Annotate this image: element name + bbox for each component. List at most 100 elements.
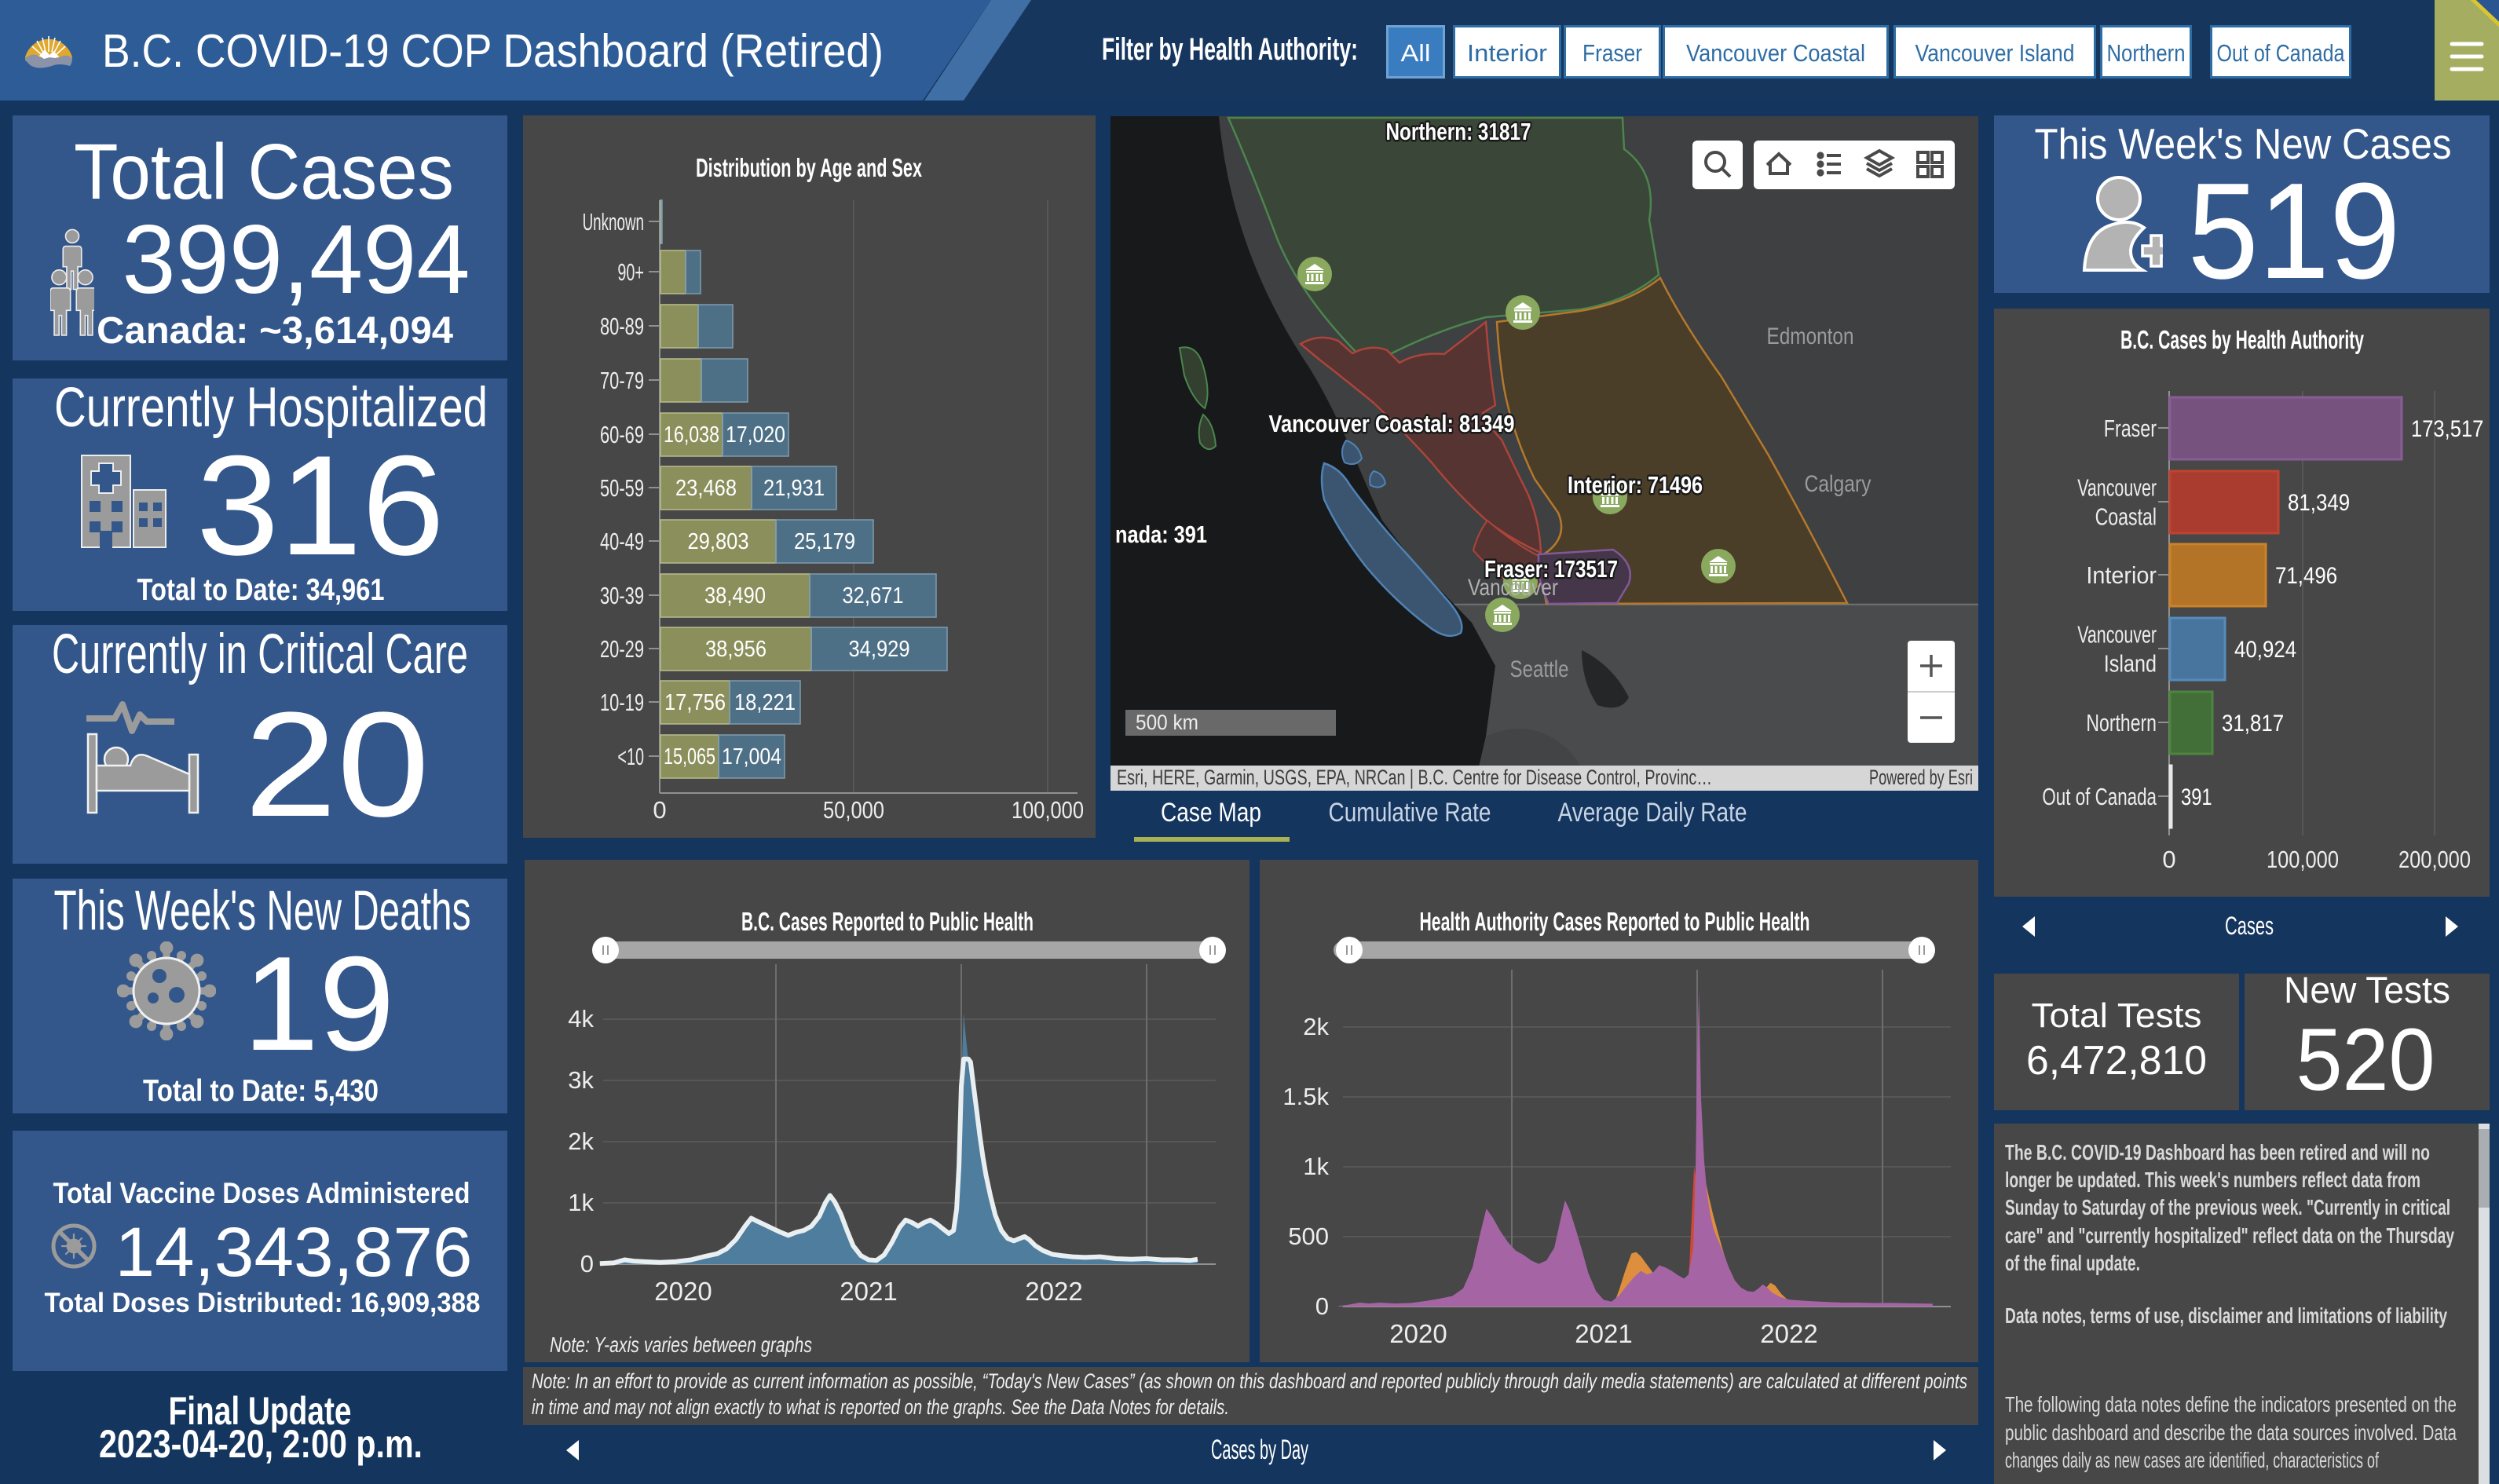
- svg-text:care" and "currently hospitali: care" and "currently hospitalized" refle…: [2005, 1223, 2454, 1248]
- svg-text:29,803: 29,803: [688, 529, 749, 554]
- svg-text:17,756: 17,756: [664, 690, 726, 715]
- svg-text:20: 20: [244, 682, 430, 848]
- svg-text:Vancouver Coastal: Vancouver Coastal: [1686, 39, 1865, 67]
- svg-text:391: 391: [2181, 784, 2212, 810]
- svg-text:Interior: 71496: Interior: 71496: [1568, 471, 1703, 499]
- svg-text:Vancouver: Vancouver: [1468, 575, 1558, 601]
- svg-text:2022: 2022: [1760, 1319, 1817, 1348]
- svg-text:Data notes, terms of use, disc: Data notes, terms of use, disclaimer and…: [2005, 1303, 2447, 1328]
- svg-text:Northern: Northern: [2107, 39, 2186, 67]
- svg-text:38,490: 38,490: [704, 583, 766, 609]
- svg-text:Cases by Day: Cases by Day: [1211, 1435, 1308, 1465]
- svg-text:40-49: 40-49: [600, 528, 644, 555]
- svg-text:Fraser: 173517: Fraser: 173517: [1484, 555, 1618, 583]
- svg-text:nada: 391: nada: 391: [1115, 521, 1207, 548]
- svg-text:2020: 2020: [1389, 1319, 1447, 1348]
- svg-text:500 km: 500 km: [1136, 711, 1198, 734]
- svg-text:16,038: 16,038: [664, 422, 719, 448]
- svg-text:0: 0: [1315, 1292, 1329, 1320]
- svg-text:Distribution by Age and Sex: Distribution by Age and Sex: [696, 153, 922, 182]
- svg-text:Fraser: Fraser: [2104, 415, 2157, 442]
- svg-text:Total Cases: Total Cases: [74, 128, 454, 216]
- svg-text:Seattle: Seattle: [1510, 656, 1569, 682]
- svg-text:Average Daily Rate: Average Daily Rate: [1558, 798, 1747, 828]
- svg-text:32,671: 32,671: [843, 583, 904, 609]
- svg-text:38,956: 38,956: [705, 637, 767, 662]
- svg-text:Esri, HERE, Garmin, USGS, EPA,: Esri, HERE, Garmin, USGS, EPA, NRCan | B…: [1117, 766, 1712, 789]
- svg-text:Northern: 31817: Northern: 31817: [1386, 118, 1531, 145]
- svg-text:Total Doses Distributed: 16,90: Total Doses Distributed: 16,909,388: [45, 1288, 481, 1318]
- svg-text:520: 520: [2296, 1011, 2435, 1109]
- svg-text:2021: 2021: [840, 1277, 897, 1306]
- svg-text:Coastal: Coastal: [2095, 503, 2157, 531]
- svg-text:Total Tests: Total Tests: [2032, 996, 2202, 1035]
- svg-text:Out of Canada: Out of Canada: [2217, 39, 2346, 67]
- svg-text:23,468: 23,468: [675, 476, 737, 501]
- svg-text:This Week's New Cases: This Week's New Cases: [2035, 119, 2452, 168]
- svg-text:Currently in Critical Care: Currently in Critical Care: [52, 623, 468, 685]
- svg-text:0: 0: [580, 1250, 594, 1277]
- svg-text:Case Map: Case Map: [1161, 798, 1261, 828]
- svg-text:71,496: 71,496: [2275, 563, 2337, 589]
- svg-text:50,000: 50,000: [823, 796, 884, 824]
- svg-text:Health Authority Cases Reporte: Health Authority Cases Reported to Publi…: [1420, 907, 1810, 936]
- svg-text:Out of Canada: Out of Canada: [2042, 783, 2157, 810]
- svg-text:Vancouver: Vancouver: [2077, 621, 2157, 649]
- svg-text:0: 0: [653, 796, 666, 824]
- svg-text:longer be updated. This week's: longer be updated. This week's numbers r…: [2005, 1168, 2420, 1192]
- svg-text:10-19: 10-19: [600, 689, 644, 716]
- svg-text:Calgary: Calgary: [1805, 471, 1872, 497]
- svg-text:Fraser: Fraser: [1582, 39, 1642, 67]
- svg-text:20-29: 20-29: [600, 635, 644, 663]
- svg-text:34,929: 34,929: [849, 637, 910, 662]
- svg-text:The B.C. COVID-19 Dashboard ha: The B.C. COVID-19 Dashboard has been ret…: [2005, 1140, 2430, 1164]
- svg-text:Cumulative Rate: Cumulative Rate: [1329, 798, 1491, 828]
- svg-text:Vancouver: Vancouver: [2077, 474, 2157, 502]
- svg-text:Vancouver Coastal: 81349: Vancouver Coastal: 81349: [1269, 410, 1515, 437]
- svg-text:19: 19: [243, 929, 395, 1079]
- svg-text:15,065: 15,065: [664, 744, 715, 769]
- svg-text:25,179: 25,179: [794, 529, 855, 554]
- svg-text:1k: 1k: [1303, 1153, 1329, 1180]
- svg-text:60-69: 60-69: [600, 421, 644, 448]
- svg-text:6,472,810: 6,472,810: [2026, 1038, 2207, 1084]
- svg-text:New Tests: New Tests: [2284, 969, 2450, 1011]
- svg-text:0: 0: [2162, 846, 2175, 873]
- svg-text:B.C. Cases Reported to Public: B.C. Cases Reported to Public Health: [741, 907, 1034, 936]
- svg-text:public dashboard and describe: public dashboard and describe the data s…: [2005, 1420, 2457, 1445]
- svg-text:50-59: 50-59: [600, 474, 644, 502]
- svg-text:519: 519: [2188, 154, 2401, 307]
- svg-text:Canada: ~3,614,094: Canada: ~3,614,094: [97, 310, 453, 352]
- svg-text:changes daily as new cases are: changes daily as new cases are identifie…: [2005, 1448, 2379, 1472]
- svg-text:Edmonton: Edmonton: [1767, 323, 1854, 349]
- svg-text:90+: 90+: [617, 258, 644, 286]
- svg-text:Sunday to Saturday of the prev: Sunday to Saturday of the previous week.…: [2005, 1195, 2450, 1219]
- svg-text:Powered by Esri: Powered by Esri: [1869, 766, 1973, 789]
- svg-text:2020: 2020: [654, 1277, 712, 1306]
- svg-text:Cases: Cases: [2225, 912, 2274, 940]
- svg-text:100,000: 100,000: [1012, 796, 1084, 824]
- svg-text:2k: 2k: [568, 1128, 594, 1155]
- svg-text:This Week's New Deaths: This Week's New Deaths: [54, 880, 471, 942]
- svg-text:80-89: 80-89: [600, 313, 644, 340]
- svg-text:173,517: 173,517: [2411, 416, 2483, 442]
- svg-text:18,221: 18,221: [734, 690, 796, 715]
- svg-text:30-39: 30-39: [600, 582, 644, 609]
- svg-text:Island: Island: [2104, 650, 2157, 678]
- svg-text:Total Vaccine Doses Administer: Total Vaccine Doses Administered: [53, 1177, 470, 1209]
- svg-text:14,343,876: 14,343,876: [115, 1212, 473, 1291]
- svg-text:21,931: 21,931: [763, 476, 825, 501]
- svg-text:500: 500: [1288, 1223, 1329, 1250]
- svg-text:4k: 4k: [568, 1005, 594, 1033]
- svg-text:Vancouver Island: Vancouver Island: [1915, 39, 2075, 67]
- svg-text:40,924: 40,924: [2234, 637, 2296, 663]
- svg-text:17,020: 17,020: [726, 422, 785, 448]
- svg-text:B.C. Cases by Health Authority: B.C. Cases by Health Authority: [2120, 325, 2364, 354]
- svg-text:Final Update: Final Update: [169, 1389, 352, 1433]
- svg-text:1.5k: 1.5k: [1282, 1083, 1329, 1110]
- svg-text:Note: In an effort to provide: Note: In an effort to provide as current…: [532, 1369, 1967, 1393]
- svg-text:316: 316: [196, 426, 445, 585]
- svg-text:200,000: 200,000: [2398, 846, 2471, 873]
- svg-text:31,817: 31,817: [2222, 711, 2284, 737]
- svg-text:2021: 2021: [1575, 1319, 1632, 1348]
